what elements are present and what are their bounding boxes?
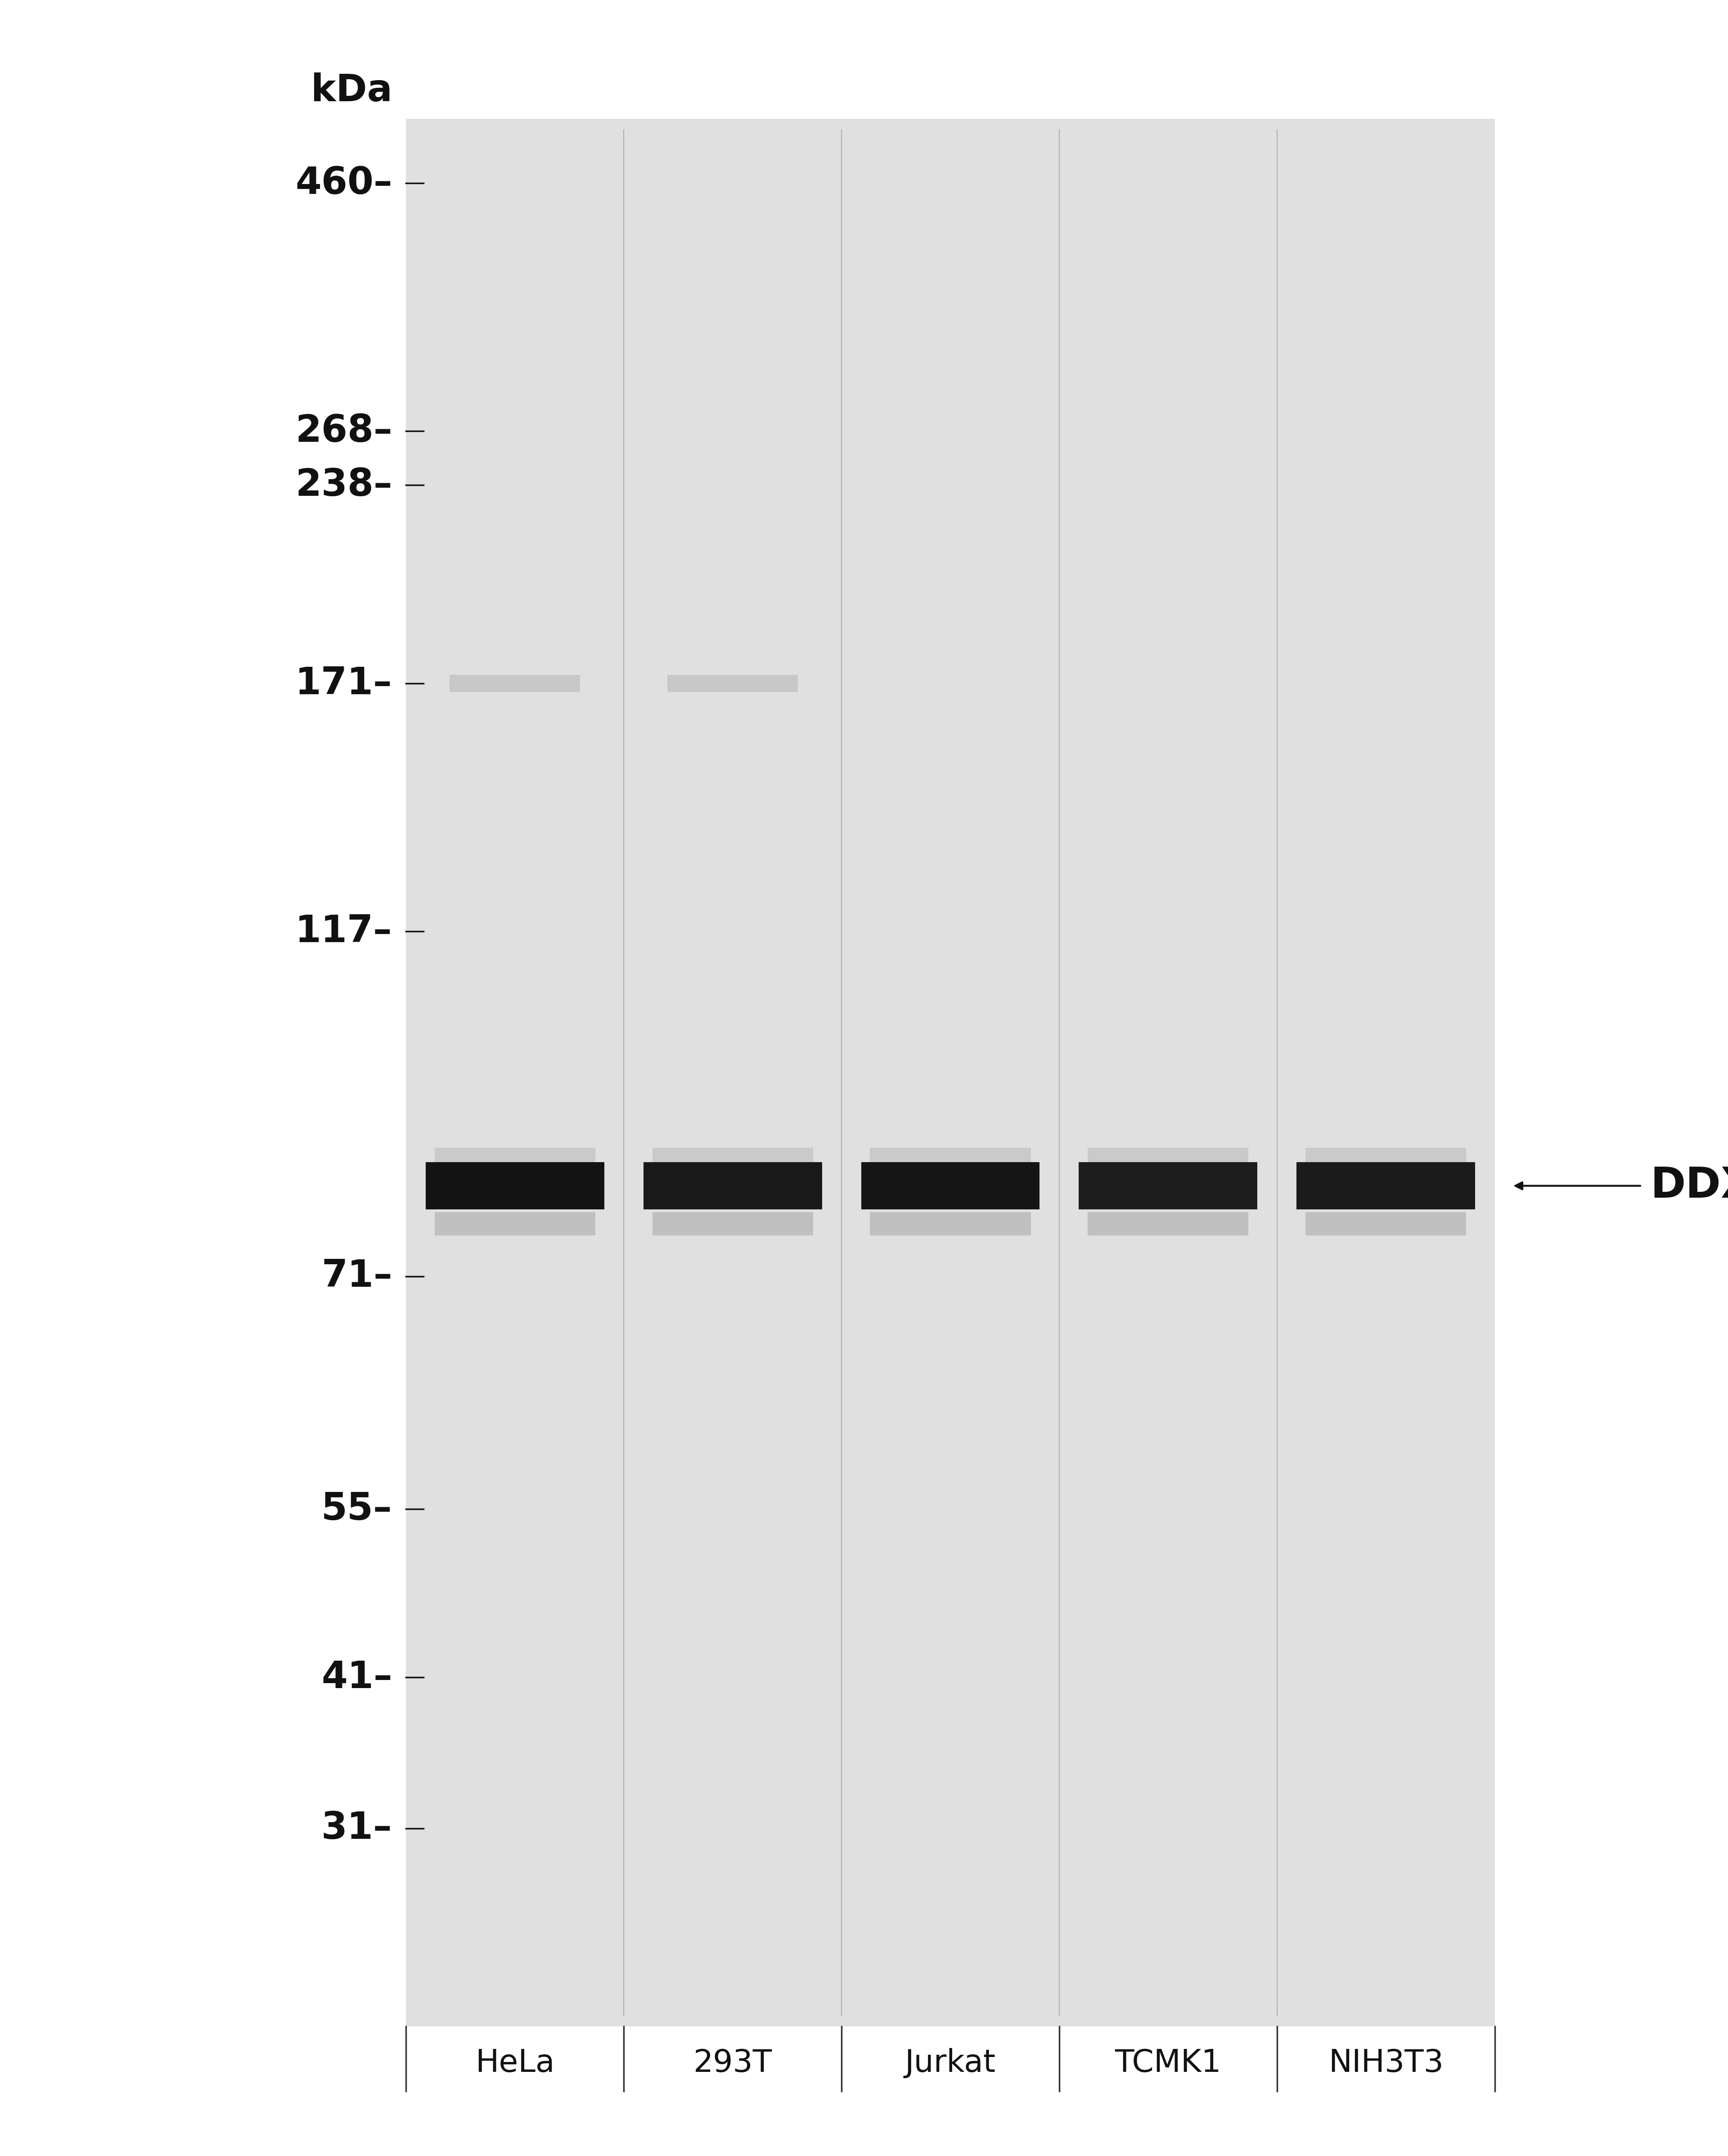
Text: 31–: 31– (321, 1811, 392, 1846)
Text: Jurkat: Jurkat (905, 2048, 995, 2078)
Text: TCMK1: TCMK1 (1115, 2048, 1222, 2078)
Bar (871, 1147, 1030, 1162)
Text: 238–: 238– (295, 468, 392, 502)
Text: 55–: 55– (321, 1492, 392, 1526)
Bar (1089, 1212, 1248, 1235)
Bar (643, 1162, 823, 1210)
Bar (1078, 1162, 1258, 1210)
Text: 460–: 460– (295, 166, 392, 201)
Bar (425, 1162, 605, 1210)
Text: 293T: 293T (693, 2048, 772, 2078)
Text: 171–: 171– (295, 666, 392, 701)
Text: HeLa: HeLa (475, 2048, 555, 2078)
Text: DDX1: DDX1 (1650, 1164, 1728, 1207)
Bar (653, 1147, 812, 1162)
Bar (435, 1212, 594, 1235)
Bar (1296, 1162, 1476, 1210)
Bar (861, 1162, 1040, 1210)
Bar (435, 1147, 594, 1162)
Bar (667, 675, 798, 692)
Bar (449, 675, 581, 692)
Text: 117–: 117– (295, 914, 392, 949)
Bar (1306, 1147, 1465, 1162)
Text: NIH3T3: NIH3T3 (1329, 2048, 1443, 2078)
Text: 268–: 268– (295, 414, 392, 448)
Text: 41–: 41– (321, 1660, 392, 1695)
Text: 71–: 71– (321, 1259, 392, 1294)
Bar (1306, 1212, 1465, 1235)
Bar (653, 1212, 812, 1235)
Text: kDa: kDa (311, 73, 392, 108)
Bar (871, 1212, 1030, 1235)
Bar (406, 119, 1495, 2027)
Bar (1089, 1147, 1248, 1162)
